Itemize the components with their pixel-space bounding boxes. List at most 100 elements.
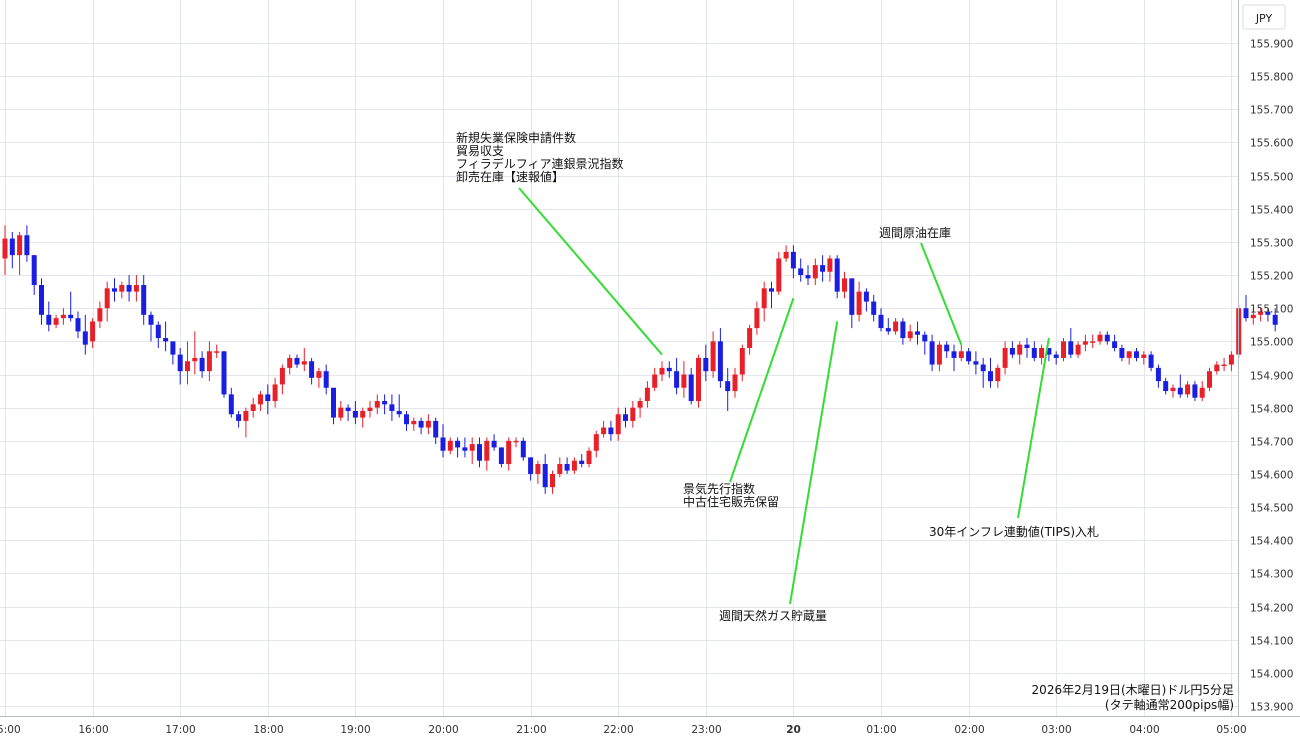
x-tick-label: 15:00 xyxy=(0,724,21,736)
candle-body xyxy=(827,258,833,272)
candle-body xyxy=(236,414,242,421)
candle-body xyxy=(988,371,993,382)
annotation-line xyxy=(729,297,795,483)
candle-body xyxy=(148,314,154,325)
candle-body xyxy=(776,258,782,292)
candle-body xyxy=(623,414,628,421)
candle-body xyxy=(352,410,358,418)
candle-body xyxy=(1265,311,1271,315)
candle-body xyxy=(250,404,256,411)
candle-body xyxy=(725,381,731,392)
candle-body xyxy=(75,318,81,332)
candle-body xyxy=(550,473,555,488)
x-tick-label: 02:00 xyxy=(954,724,984,736)
y-tick-label: 155.800 xyxy=(1250,72,1293,84)
y-tick-label: 154.500 xyxy=(1250,503,1293,515)
annotation-line xyxy=(920,242,963,346)
candle-body xyxy=(1053,354,1059,358)
candle-body xyxy=(907,331,913,339)
candle-body xyxy=(90,321,96,342)
candle-body xyxy=(893,321,899,332)
candle-body xyxy=(462,447,468,451)
annotation-text: 週間原油在庫 xyxy=(879,226,951,240)
candle-body xyxy=(455,440,461,448)
candle-body xyxy=(798,268,804,276)
candle-body xyxy=(309,361,315,378)
candle-body xyxy=(24,235,30,256)
candle-body xyxy=(425,420,431,428)
currency-label: JPY xyxy=(1255,12,1273,25)
candle-body xyxy=(571,460,577,471)
x-tick-label: 18:00 xyxy=(253,724,283,736)
candle-body xyxy=(1163,381,1169,392)
y-tick-label: 155.900 xyxy=(1250,39,1293,51)
candle-body xyxy=(331,387,336,418)
annotation-text: 30年インフレ連動値(TIPS)入札 xyxy=(929,524,1099,539)
x-tick-label: 20 xyxy=(786,724,801,736)
candle-body xyxy=(60,314,66,319)
candle-body xyxy=(790,251,796,269)
y-tick-label: 154.100 xyxy=(1250,636,1293,648)
candle-body xyxy=(243,410,249,421)
candle-body xyxy=(382,401,388,405)
x-tick-label: 19:00 xyxy=(340,724,370,736)
y-tick-label: 155.400 xyxy=(1250,205,1293,217)
candle-body xyxy=(498,447,504,465)
candle-body xyxy=(958,351,964,358)
y-tick-label: 155.000 xyxy=(1250,337,1293,349)
candle-body xyxy=(1134,351,1139,358)
y-tick-label: 153.900 xyxy=(1250,702,1293,714)
candle-body xyxy=(1075,344,1081,355)
candle-body xyxy=(820,265,826,272)
candle-body xyxy=(586,450,592,465)
candle-body xyxy=(769,288,774,292)
candle-body xyxy=(520,440,526,458)
candle-body xyxy=(885,328,891,332)
candle-body xyxy=(1207,371,1212,388)
candle-body xyxy=(666,367,672,372)
candle-body xyxy=(783,251,789,259)
candle-body xyxy=(601,427,607,435)
annotation-text: 週間天然ガス貯蔵量 xyxy=(719,608,827,623)
candle-body xyxy=(842,278,847,292)
candle-body xyxy=(279,367,285,385)
candle-body xyxy=(31,255,37,285)
candle-body xyxy=(900,321,906,339)
y-tick-label: 154.800 xyxy=(1250,404,1293,416)
candle-body xyxy=(447,440,453,451)
x-tick-label: 16:00 xyxy=(78,724,108,736)
candle-body xyxy=(922,334,928,342)
y-tick-label: 155.700 xyxy=(1250,105,1293,117)
candle-body xyxy=(593,434,599,451)
candle-body xyxy=(1155,367,1161,382)
candle-body xyxy=(1258,311,1264,315)
candle-body xyxy=(126,284,132,292)
annotation-line xyxy=(518,187,663,356)
candle-body xyxy=(440,437,446,451)
x-tick-label: 05:00 xyxy=(1216,724,1246,736)
candle-body xyxy=(579,460,585,465)
y-tick-label: 154.200 xyxy=(1250,603,1293,615)
candle-body xyxy=(469,444,475,451)
candle-body xyxy=(97,308,103,322)
candle-body xyxy=(68,314,74,319)
annotation-text: フィラデルフィア連銀景況指数 xyxy=(456,156,624,171)
annotation-text: 貿易収支 xyxy=(456,144,504,158)
annotation-text: 中古住宅販売保留 xyxy=(683,494,779,509)
y-tick-label: 154.400 xyxy=(1250,536,1293,548)
candle-body xyxy=(477,444,482,461)
x-tick-label: 23:00 xyxy=(691,724,721,736)
candle-body xyxy=(258,394,263,405)
candle-body xyxy=(936,344,942,365)
candle-body xyxy=(973,361,979,365)
candle-body xyxy=(1148,354,1154,368)
y-tick-label: 154.300 xyxy=(1250,569,1293,581)
candle-body xyxy=(119,284,125,292)
candle-body xyxy=(301,361,307,365)
candle-body xyxy=(966,351,972,362)
grid-layer xyxy=(0,0,1238,716)
candle-body xyxy=(1068,341,1074,355)
x-axis: 15:00 16:00 17:00 18:00 19:00 20:00 21:00 22:00… xyxy=(0,724,1247,736)
